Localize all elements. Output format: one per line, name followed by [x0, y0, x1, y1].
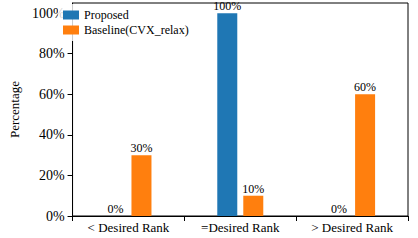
svg-text:Proposed: Proposed — [84, 8, 129, 22]
svg-text:=Desired Rank: =Desired Rank — [201, 220, 280, 235]
svg-text:10%: 10% — [242, 182, 264, 196]
svg-text:> Desired Rank: > Desired Rank — [311, 220, 393, 235]
svg-text:< Desired Rank: < Desired Rank — [88, 220, 170, 235]
svg-text:Percentage: Percentage — [7, 81, 22, 138]
svg-text:40%: 40% — [39, 127, 65, 142]
svg-text:0%: 0% — [107, 202, 123, 216]
svg-text:60%: 60% — [39, 87, 65, 102]
svg-text:0%: 0% — [331, 202, 347, 216]
svg-text:30%: 30% — [130, 141, 152, 155]
svg-text:100%: 100% — [31, 5, 65, 21]
svg-text:100%: 100% — [213, 0, 241, 13]
svg-text:80%: 80% — [39, 46, 65, 61]
svg-text:Baseline(CVX_relax): Baseline(CVX_relax) — [84, 23, 189, 37]
svg-text:0%: 0% — [46, 209, 65, 224]
svg-text:60%: 60% — [354, 80, 376, 94]
svg-text:20%: 20% — [39, 168, 65, 183]
